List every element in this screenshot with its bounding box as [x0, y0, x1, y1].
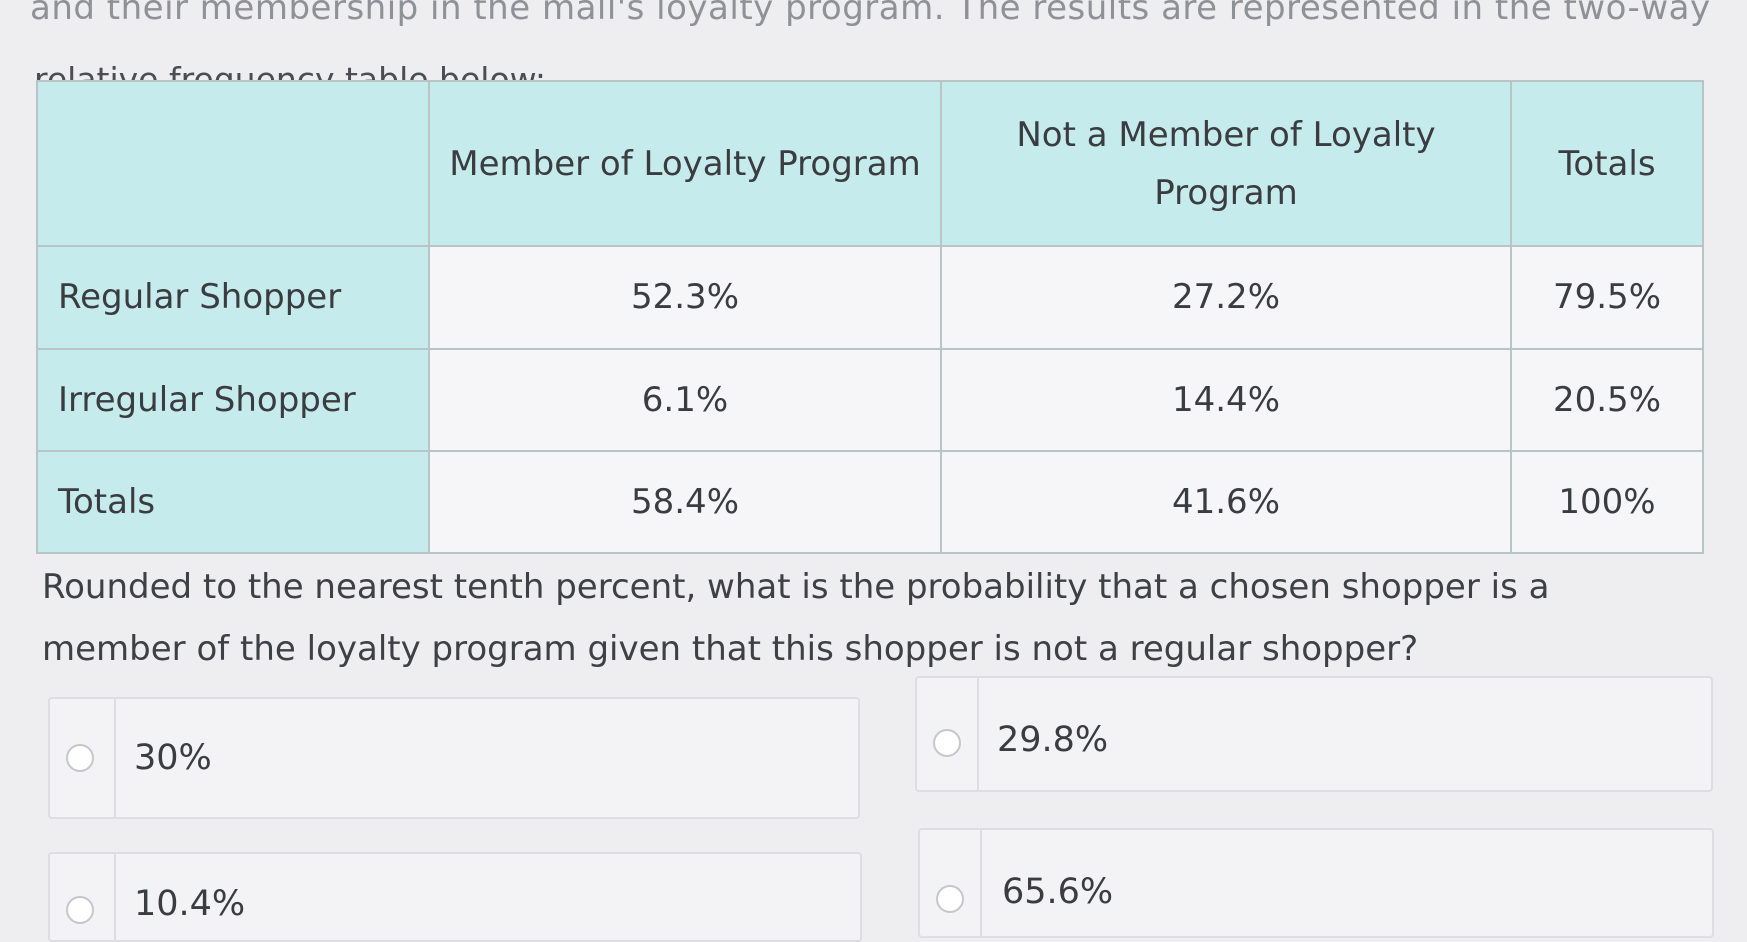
header-member: Member of Loyalty Program — [428, 79, 942, 248]
cut-off-context-line: and their membership in the mall's loyal… — [30, 0, 1711, 28]
choice-divider — [980, 830, 982, 936]
choice-label: 29.8% — [997, 720, 1109, 760]
header-not-member: Not a Member of Loyalty Program — [940, 79, 1512, 248]
table-cell: 20.5% — [1510, 347, 1704, 452]
answer-choice-30[interactable]: 30% — [48, 697, 860, 819]
table-cell: 100% — [1510, 449, 1704, 555]
table-cell: 52.3% — [428, 245, 942, 350]
answer-choice-29-8[interactable]: 29.8% — [915, 676, 1713, 792]
table-cell: 27.2% — [940, 245, 1512, 350]
header-totals: Totals — [1510, 79, 1704, 248]
table-header-row: Member of Loyalty Program Not a Member o… — [36, 79, 1704, 248]
choice-label: 30% — [134, 738, 212, 778]
table-cell: 79.5% — [1510, 245, 1704, 350]
table-row: Regular Shopper 52.3% 27.2% 79.5% — [36, 245, 1704, 350]
table-row: Irregular Shopper 6.1% 14.4% 20.5% — [36, 347, 1704, 452]
table-cell: 41.6% — [940, 449, 1512, 555]
radio-button-icon[interactable] — [66, 744, 94, 772]
radio-button-icon[interactable] — [66, 896, 94, 924]
table-cell: 58.4% — [428, 449, 942, 555]
table-row: Totals 58.4% 41.6% 100% — [36, 449, 1704, 555]
choice-divider — [114, 699, 116, 817]
question-text: Rounded to the nearest tenth percent, wh… — [42, 567, 1550, 669]
table-cell: 6.1% — [428, 347, 942, 452]
row-label-regular-shopper: Regular Shopper — [36, 245, 430, 350]
answer-choice-10-4[interactable]: 10.4% — [48, 852, 862, 942]
radio-button-icon[interactable] — [936, 885, 964, 913]
relative-frequency-table: Member of Loyalty Program Not a Member o… — [36, 79, 1704, 555]
answer-choice-65-6[interactable]: 65.6% — [918, 828, 1714, 938]
choice-divider — [114, 854, 116, 940]
header-corner-cell — [36, 79, 430, 248]
choice-label: 65.6% — [1002, 872, 1114, 912]
row-label-totals: Totals — [36, 449, 430, 555]
choice-divider — [977, 678, 979, 790]
row-label-irregular-shopper: Irregular Shopper — [36, 347, 430, 452]
radio-button-icon[interactable] — [933, 729, 961, 757]
table-cell: 14.4% — [940, 347, 1512, 452]
choice-label: 10.4% — [134, 884, 246, 924]
